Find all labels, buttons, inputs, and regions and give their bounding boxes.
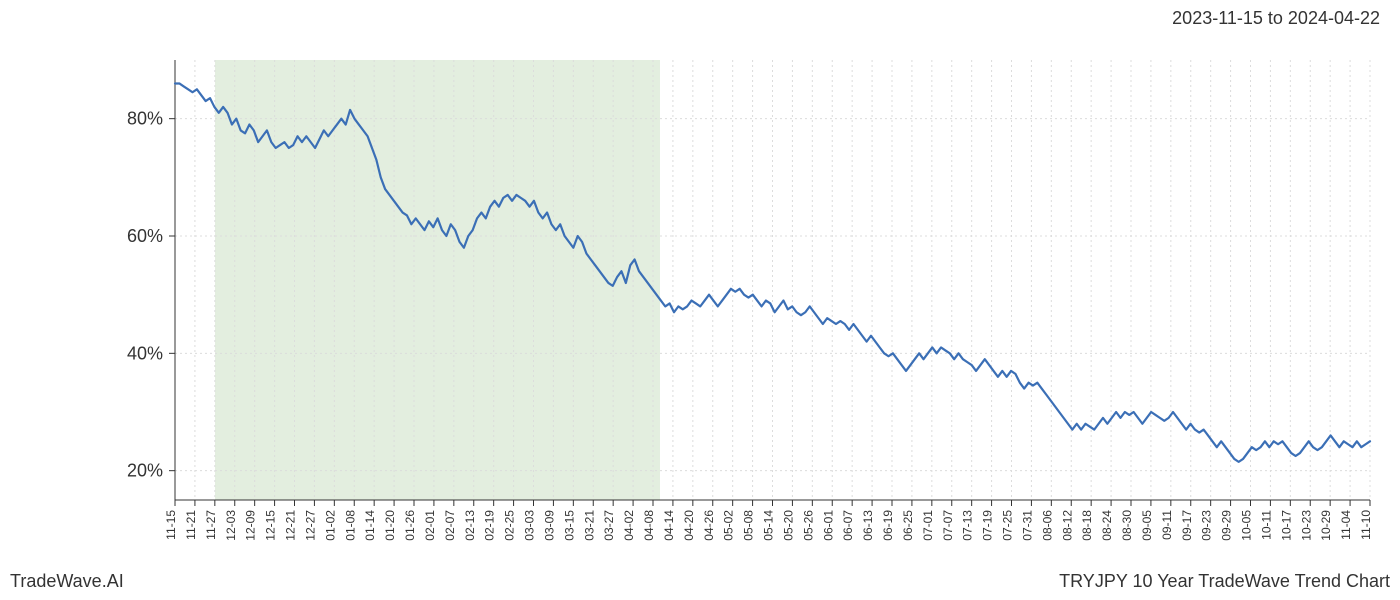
y-axis-tick-label: 60%: [127, 226, 163, 246]
x-axis-tick-label: 01-26: [403, 510, 417, 541]
x-axis-tick-label: 12-09: [244, 510, 258, 541]
x-axis-tick-label: 05-02: [722, 510, 736, 541]
x-axis-tick-label: 03-21: [582, 510, 596, 541]
x-axis-tick-label: 10-23: [1299, 510, 1313, 541]
x-axis-tick-label: 10-17: [1279, 510, 1293, 541]
x-axis-tick-label: 01-08: [343, 510, 357, 541]
x-axis-tick-label: 09-29: [1220, 510, 1234, 541]
x-axis-tick-label: 05-14: [762, 510, 776, 541]
x-axis-tick-label: 03-09: [542, 510, 556, 541]
x-axis-tick-label: 02-25: [503, 510, 517, 541]
x-axis-tick-label: 08-30: [1120, 510, 1134, 541]
x-axis-tick-label: 11-10: [1359, 510, 1373, 540]
brand-label: TradeWave.AI: [10, 571, 124, 592]
x-axis-tick-label: 06-13: [861, 510, 875, 541]
x-axis-tick-label: 09-11: [1160, 510, 1174, 540]
x-axis-tick-label: 06-25: [901, 510, 915, 541]
x-axis-tick-label: 09-23: [1200, 510, 1214, 541]
x-axis-tick-label: 01-20: [383, 510, 397, 541]
x-axis-tick-label: 05-26: [801, 510, 815, 541]
x-axis-tick-label: 05-20: [781, 510, 795, 541]
x-axis-tick-label: 11-27: [204, 510, 218, 540]
x-axis-tick-label: 03-03: [523, 510, 537, 541]
x-axis-tick-label: 06-19: [881, 510, 895, 541]
y-axis-tick-label: 80%: [127, 109, 163, 129]
trend-chart: 20% 40% 60% 80% 11-15 11-21 11-27 12-03 12-09 12-…: [0, 0, 1400, 600]
x-axis-tick-label: 04-14: [662, 510, 676, 541]
x-axis-tick-label: 04-08: [642, 510, 656, 541]
chart-container: 2023-11-15 to 2024-04-22 20%40%60%80%11-…: [0, 0, 1400, 600]
x-axis-tick-label: 07-01: [921, 510, 935, 541]
chart-title: TRYJPY 10 Year TradeWave Trend Chart: [1059, 571, 1390, 592]
x-axis-tick-label: 08-06: [1040, 510, 1054, 541]
x-axis-tick-label: 12-27: [303, 510, 317, 541]
x-axis-tick-label: 08-18: [1080, 510, 1094, 541]
x-axis-tick-label: 04-02: [622, 510, 636, 541]
x-axis-tick-label: 12-03: [224, 510, 238, 541]
x-axis-tick-label: 11-21: [184, 510, 198, 540]
x-axis-tick-label: 11-04: [1339, 510, 1353, 540]
x-axis-tick-label: 04-20: [682, 510, 696, 541]
x-axis-tick-label: 08-12: [1060, 510, 1074, 541]
x-axis-tick-label: 07-31: [1020, 510, 1034, 541]
y-axis-tick-label: 20%: [127, 461, 163, 481]
x-axis-tick-label: 06-01: [821, 510, 835, 541]
x-axis-tick-label: 07-25: [1001, 510, 1015, 541]
x-axis-tick-label: 06-07: [841, 510, 855, 541]
x-axis-tick-label: 12-21: [284, 510, 298, 541]
x-axis-tick-label: 05-08: [742, 510, 756, 541]
x-axis-tick-label: 09-17: [1180, 510, 1194, 541]
x-axis-tick-label: 07-13: [961, 510, 975, 541]
x-axis-tick-label: 10-29: [1319, 510, 1333, 541]
x-axis-tick-label: 12-15: [264, 510, 278, 541]
x-axis-tick-label: 10-05: [1240, 510, 1254, 541]
x-axis-tick-label: 02-01: [423, 510, 437, 541]
x-axis-tick-label: 09-05: [1140, 510, 1154, 541]
x-axis-tick-label: 11-15: [164, 510, 178, 540]
x-axis-tick-label: 01-14: [363, 510, 377, 541]
x-axis-tick-label: 08-24: [1100, 510, 1114, 541]
x-axis-tick-label: 03-15: [562, 510, 576, 541]
x-axis-tick-label: 02-07: [443, 510, 457, 541]
x-axis-tick-label: 07-19: [981, 510, 995, 541]
y-axis-tick-label: 40%: [127, 343, 163, 363]
x-axis-tick-label: 10-11: [1259, 510, 1273, 540]
x-axis-tick-label: 02-19: [483, 510, 497, 541]
x-axis-tick-label: 04-26: [702, 510, 716, 541]
x-axis-tick-label: 07-07: [941, 510, 955, 541]
x-axis-tick-label: 03-27: [602, 510, 616, 541]
x-axis-tick-label: 02-13: [463, 510, 477, 541]
x-axis-tick-label: 01-02: [323, 510, 337, 541]
